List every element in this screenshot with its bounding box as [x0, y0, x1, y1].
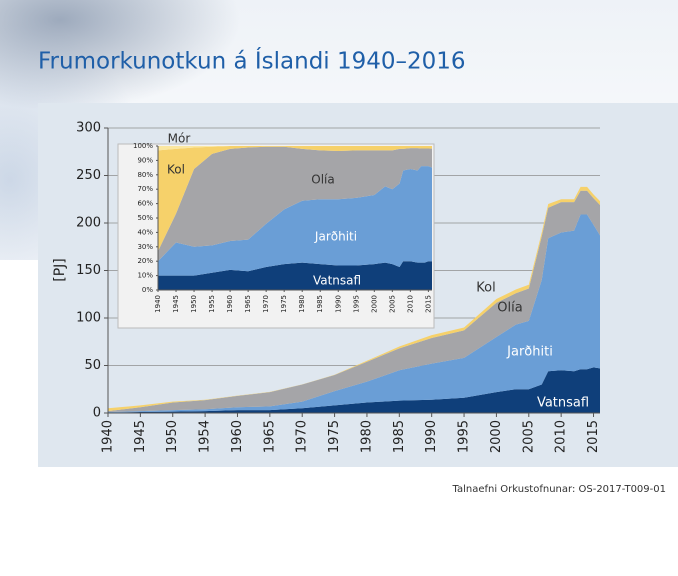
x-tick-label: 1955	[208, 295, 216, 313]
x-tick-label: 2000	[489, 420, 504, 453]
x-tick-label: 1965	[262, 420, 277, 453]
x-tick-label: 1995	[352, 295, 360, 313]
source: Talnaefni Orkustofnunar: OS-2017-T009-01	[452, 484, 667, 495]
series-label: Olía	[497, 301, 522, 316]
x-tick-label: 1945	[172, 295, 180, 313]
y-tick-label: 100	[76, 311, 101, 326]
y-tick-label: 0%	[142, 286, 153, 294]
x-tick-label: 1970	[295, 420, 310, 453]
area	[158, 146, 432, 262]
area	[158, 166, 432, 276]
x-tick-label: 1975	[280, 295, 288, 313]
y-tick-label: 300	[76, 121, 101, 136]
series-label: Olía	[311, 173, 334, 187]
y-tick-label: 250	[76, 168, 101, 183]
y-tick-label: 90%	[137, 156, 153, 164]
x-tick-label: 1954	[198, 420, 213, 453]
y-tick-label: 10%	[137, 272, 153, 280]
x-tick-label: 2015	[424, 295, 432, 313]
area	[158, 146, 432, 151]
y-tick-label: 60%	[137, 200, 153, 208]
x-tick-label: 1975	[327, 420, 342, 453]
series-label: Mór	[168, 132, 191, 146]
series-label: Jarðhiti	[314, 230, 357, 244]
x-tick-label: 1970	[262, 295, 270, 313]
area	[108, 186, 600, 412]
y-tick-label: 50	[84, 358, 101, 373]
area	[158, 261, 432, 290]
y-tick-label: 20%	[137, 257, 153, 265]
y-tick-label: 0	[93, 406, 101, 421]
x-tick-label: 2005	[521, 420, 536, 453]
y-axis-label: [PJ]	[52, 258, 68, 282]
series-label: Kol	[476, 281, 495, 296]
x-tick-label: 1950	[165, 420, 180, 453]
x-tick-label: 1990	[334, 295, 342, 313]
x-tick-label: 2000	[370, 295, 378, 313]
y-tick-label: 70%	[137, 185, 153, 193]
x-tick-label: 1960	[226, 295, 234, 313]
series-label: Vatnsafl	[313, 274, 361, 288]
page-title: Frumorkunotkun á Íslandi 1940–2016	[38, 47, 466, 75]
x-tick-label: 1985	[392, 420, 407, 453]
x-tick-label: 2005	[388, 295, 396, 313]
x-tick-label: 1965	[244, 295, 252, 313]
x-tick-label: 2010	[554, 420, 569, 453]
x-tick-label: 1960	[230, 420, 245, 453]
x-tick-label: 1995	[457, 420, 472, 453]
area	[108, 367, 600, 413]
y-tick-label: 50%	[137, 214, 153, 222]
area	[108, 190, 600, 413]
x-tick-label: 2015	[586, 420, 601, 453]
y-tick-label: 80%	[137, 171, 153, 179]
x-tick-label: 1950	[190, 295, 198, 313]
y-tick-label: 40%	[137, 228, 153, 236]
x-tick-label: 2010	[406, 295, 414, 313]
x-tick-label: 1985	[316, 295, 324, 313]
x-tick-label: 1945	[133, 420, 148, 453]
y-tick-label: 200	[76, 216, 101, 231]
x-tick-label: 1980	[359, 420, 374, 453]
series-label: Vatnsafl	[537, 396, 589, 411]
series-label: Jarðhiti	[506, 345, 553, 360]
series-label: Kol	[167, 163, 185, 177]
x-tick-label: 1990	[424, 420, 439, 453]
y-tick-label: 30%	[137, 243, 153, 251]
y-tick-label: 100%	[133, 142, 153, 150]
area	[108, 214, 600, 413]
x-tick-label: 1980	[298, 295, 306, 313]
x-tick-label: 1940	[101, 420, 116, 453]
area	[158, 146, 432, 252]
y-tick-label: 150	[76, 263, 101, 278]
x-tick-label: 1940	[154, 295, 162, 313]
